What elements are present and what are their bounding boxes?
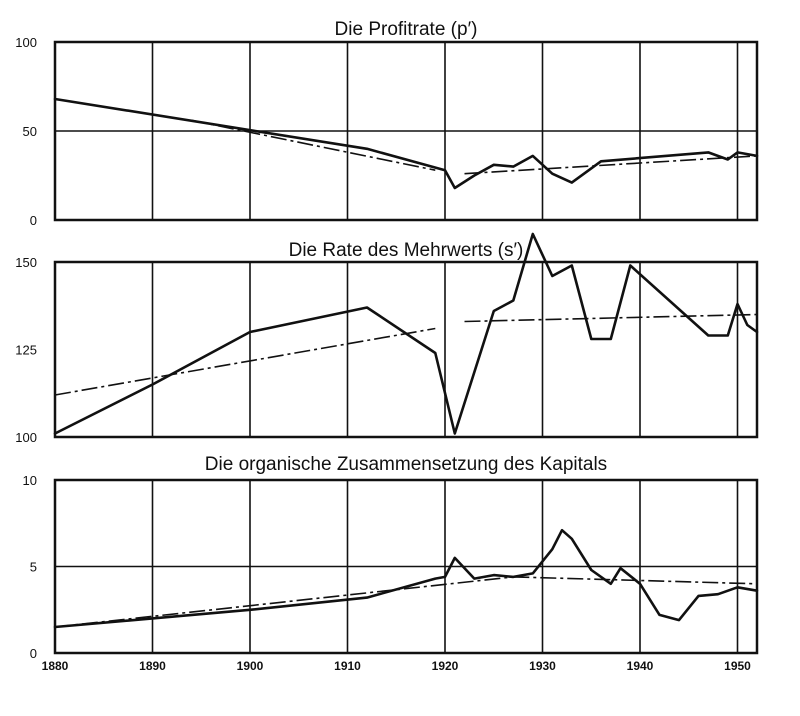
x-tick-label: 1940 [627,659,654,673]
trend-line [464,155,758,175]
plot-frame [53,478,759,655]
data-series-line [53,97,759,190]
trend-line [464,313,758,323]
trend-line [54,576,514,628]
x-tick-label: 1910 [334,659,361,673]
x-tick-label: 1880 [42,659,69,673]
plot-frame [53,260,759,439]
y-tick-label: 150 [15,255,37,270]
trend-line [54,327,436,396]
y-tick-label: 100 [15,35,37,50]
x-tick-label: 1920 [432,659,459,673]
y-tick-label: 10 [23,473,37,488]
y-tick-label: 125 [15,343,37,358]
chart-panel-1: Die Profitrate (p′) 0 50 100 [15,19,759,228]
data-series-line [53,232,759,435]
x-tick-label: 1890 [139,659,166,673]
y-tick-label: 0 [30,646,37,661]
x-tick-label: 1950 [724,659,751,673]
y-tick-label: 50 [23,124,37,139]
chart-panel-2: Die Rate des Mehrwerts (s′) 100 125 150 [15,232,759,445]
plot-frame [53,40,759,222]
y-tick-label: 0 [30,213,37,228]
y-tick-label: 100 [15,430,37,445]
panel-title: Die Profitrate (p′) [335,19,478,40]
trend-line [513,576,758,585]
trend-line [191,119,436,171]
panel-title: Die organische Zusammensetzung des Kapit… [205,454,607,475]
x-tick-label: 1930 [529,659,556,673]
chart-panel-3: Die organische Zusammensetzung des Kapit… [23,454,759,673]
x-tick-label: 1900 [237,659,264,673]
data-series-line [53,528,759,629]
y-tick-label: 5 [30,560,37,575]
panel-title: Die Rate des Mehrwerts (s′) [289,240,524,261]
